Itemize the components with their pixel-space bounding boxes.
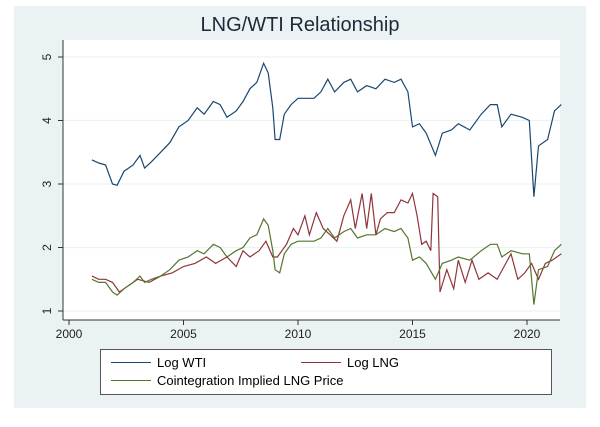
y-tick-label: 3 — [40, 180, 54, 187]
legend-item-log-wti: Log WTI — [111, 355, 206, 370]
chart-title: LNG/WTI Relationship — [200, 14, 400, 36]
y-tick-label: 2 — [40, 244, 54, 251]
series-line-1 — [91, 191, 562, 293]
x-tick-label: 2020 — [514, 327, 541, 341]
legend-swatch — [301, 362, 341, 363]
series-line-2 — [91, 217, 562, 305]
legend-swatch — [111, 362, 151, 363]
legend-swatch — [111, 380, 151, 381]
y-tick-label: 5 — [40, 53, 54, 60]
legend-item-log-lng: Log LNG — [301, 355, 399, 370]
x-tick-label: 2000 — [56, 327, 83, 341]
series-line-0 — [91, 61, 562, 197]
legend-label: Log LNG — [347, 355, 400, 370]
x-tick-label: 2015 — [399, 327, 426, 341]
y-tick-label: 4 — [40, 117, 54, 124]
x-tick-label: 2010 — [285, 327, 312, 341]
legend: Log WTI Log LNG Cointegration Implied LN… — [100, 349, 552, 395]
legend-label: Log WTI — [157, 355, 207, 370]
legend-label: Cointegration Implied LNG Price — [157, 373, 344, 388]
y-tick-label: 1 — [40, 307, 54, 314]
x-tick-label: 2005 — [170, 327, 197, 341]
legend-item-implied-lng: Cointegration Implied LNG Price — [111, 373, 343, 388]
